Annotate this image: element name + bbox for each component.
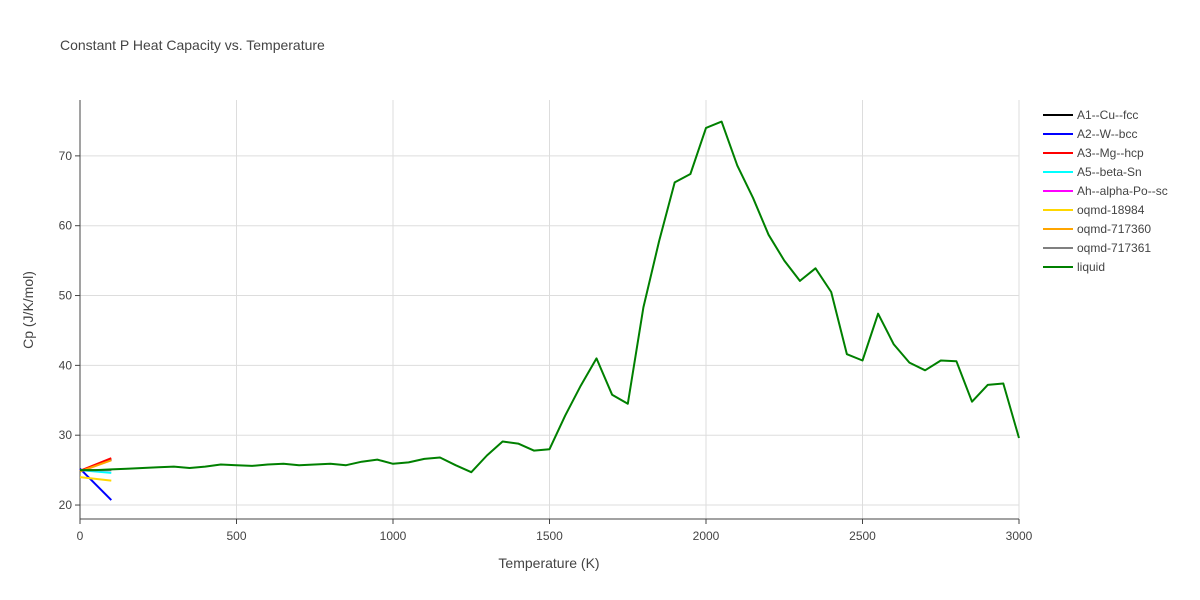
- chart-title: Constant P Heat Capacity vs. Temperature: [60, 37, 325, 53]
- y-tick-label: 30: [59, 428, 73, 442]
- series-line-liquid: [80, 120, 1020, 474]
- legend-item[interactable]: oqmd-717361: [1043, 241, 1151, 255]
- legend-item[interactable]: oqmd-717360: [1043, 222, 1151, 236]
- legend-item[interactable]: A2--W--bcc: [1043, 127, 1137, 141]
- x-tick-label: 2000: [693, 529, 720, 543]
- legend-label: Ah--alpha-Po--sc: [1077, 184, 1168, 198]
- axes-layer: 0 500 1000 1500 2000 2500 3000 20 30 40 50 60 70: [59, 100, 1033, 543]
- legend-label: oqmd-717361: [1077, 241, 1151, 255]
- legend-label: oqmd-717360: [1077, 222, 1151, 236]
- series-line-oqmd-18984: [79, 476, 112, 482]
- legend-label: oqmd-18984: [1077, 203, 1145, 217]
- y-axis-title: Cp (J/K/mol): [20, 271, 36, 349]
- x-tick-label: 1500: [536, 529, 563, 543]
- legend-item[interactable]: liquid: [1043, 260, 1105, 274]
- x-tick-label: 500: [226, 529, 246, 543]
- legend-label: A2--W--bcc: [1077, 127, 1137, 141]
- series-line-a2-w-bcc: [79, 467, 113, 501]
- y-tick-label: 40: [59, 358, 73, 372]
- y-tick-label: 50: [59, 289, 73, 303]
- legend-label: A5--beta-Sn: [1077, 165, 1142, 179]
- x-tick-label: 2500: [849, 529, 876, 543]
- legend-label: A3--Mg--hcp: [1077, 146, 1144, 160]
- legend-item[interactable]: Ah--alpha-Po--sc: [1043, 184, 1168, 198]
- legend-label: A1--Cu--fcc: [1077, 108, 1138, 122]
- x-tick-label: 0: [77, 529, 84, 543]
- legend-item[interactable]: A5--beta-Sn: [1043, 165, 1142, 179]
- legend[interactable]: A1--Cu--fcc A2--W--bcc A3--Mg--hcp A5--beta…: [1043, 108, 1168, 274]
- series-layer: [79, 120, 1020, 501]
- x-tick-label: 1000: [380, 529, 407, 543]
- y-tick-label: 20: [59, 498, 73, 512]
- x-axis-title: Temperature (K): [498, 555, 599, 571]
- y-tick-label: 70: [59, 149, 73, 163]
- legend-item[interactable]: oqmd-18984: [1043, 203, 1145, 217]
- legend-label: liquid: [1077, 260, 1105, 274]
- grid-layer: [80, 100, 1020, 519]
- y-tick-label: 60: [59, 219, 73, 233]
- legend-item[interactable]: A1--Cu--fcc: [1043, 108, 1138, 122]
- x-tick-label: 3000: [1006, 529, 1033, 543]
- legend-item[interactable]: A3--Mg--hcp: [1043, 146, 1144, 160]
